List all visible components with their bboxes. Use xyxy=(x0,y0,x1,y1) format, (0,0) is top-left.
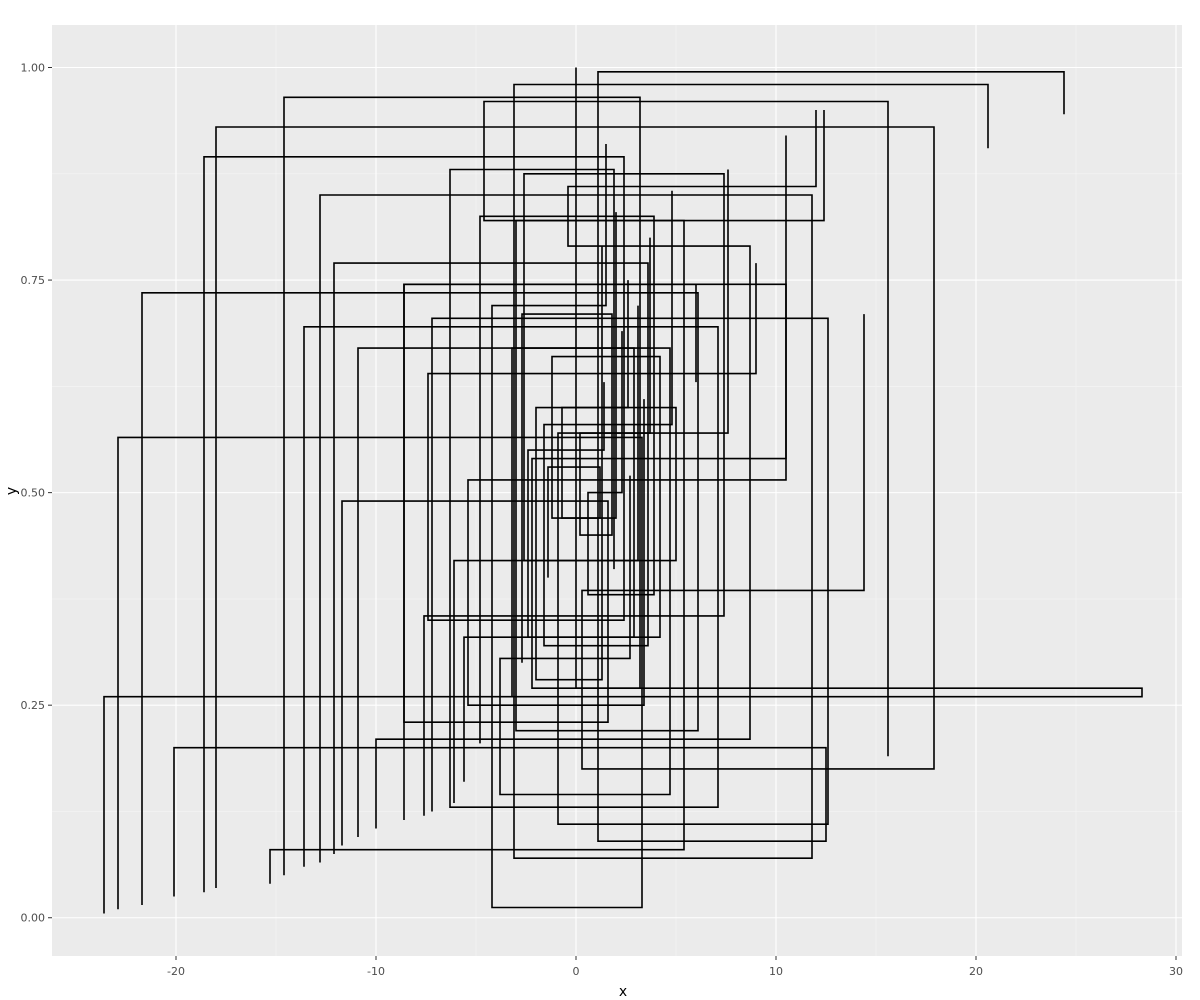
series-line-6 xyxy=(215,126,935,888)
series-line-21 xyxy=(511,347,635,697)
series-line-19 xyxy=(463,212,661,782)
series-layer xyxy=(103,67,1143,914)
x-tick-label: 0 xyxy=(573,965,580,978)
x-tick-label: 20 xyxy=(969,965,983,978)
y-tick-label: 0.75 xyxy=(21,274,46,287)
x-tick-label: -20 xyxy=(167,965,185,978)
series-line-3 xyxy=(141,110,825,905)
y-tick-label: 0.25 xyxy=(21,699,46,712)
series-line-4 xyxy=(173,71,1065,897)
y-axis-ticks: 0.00 0.25 0.50 0.75 1.00 xyxy=(21,62,52,925)
y-tick-label: 0.50 xyxy=(21,487,46,500)
y-axis-title: y xyxy=(4,487,20,495)
series-line-23 xyxy=(547,280,629,578)
plot-panel xyxy=(52,25,1182,956)
y-tick-label: 0.00 xyxy=(21,912,46,925)
x-tick-label: 10 xyxy=(769,965,783,978)
series-line-17 xyxy=(431,169,829,825)
series-line-5 xyxy=(203,156,757,893)
series-line-14 xyxy=(375,110,817,829)
series-line-10 xyxy=(319,83,989,863)
series-line-15 xyxy=(403,283,787,820)
series-line-1 xyxy=(103,67,1143,914)
x-axis-title: x xyxy=(619,984,627,1000)
series-line-13 xyxy=(357,347,671,837)
x-tick-label: 30 xyxy=(1169,965,1183,978)
x-axis-ticks: -20 -10 0 10 20 30 xyxy=(167,956,1183,978)
series-line-8 xyxy=(283,96,787,876)
series-line-22 xyxy=(521,237,651,663)
series-line-2 xyxy=(117,144,643,910)
series-line-9 xyxy=(303,168,719,867)
y-tick-label: 1.00 xyxy=(21,62,46,75)
x-tick-label: -10 xyxy=(367,965,385,978)
series-line-7 xyxy=(269,100,889,884)
series-line-20 xyxy=(479,215,655,744)
